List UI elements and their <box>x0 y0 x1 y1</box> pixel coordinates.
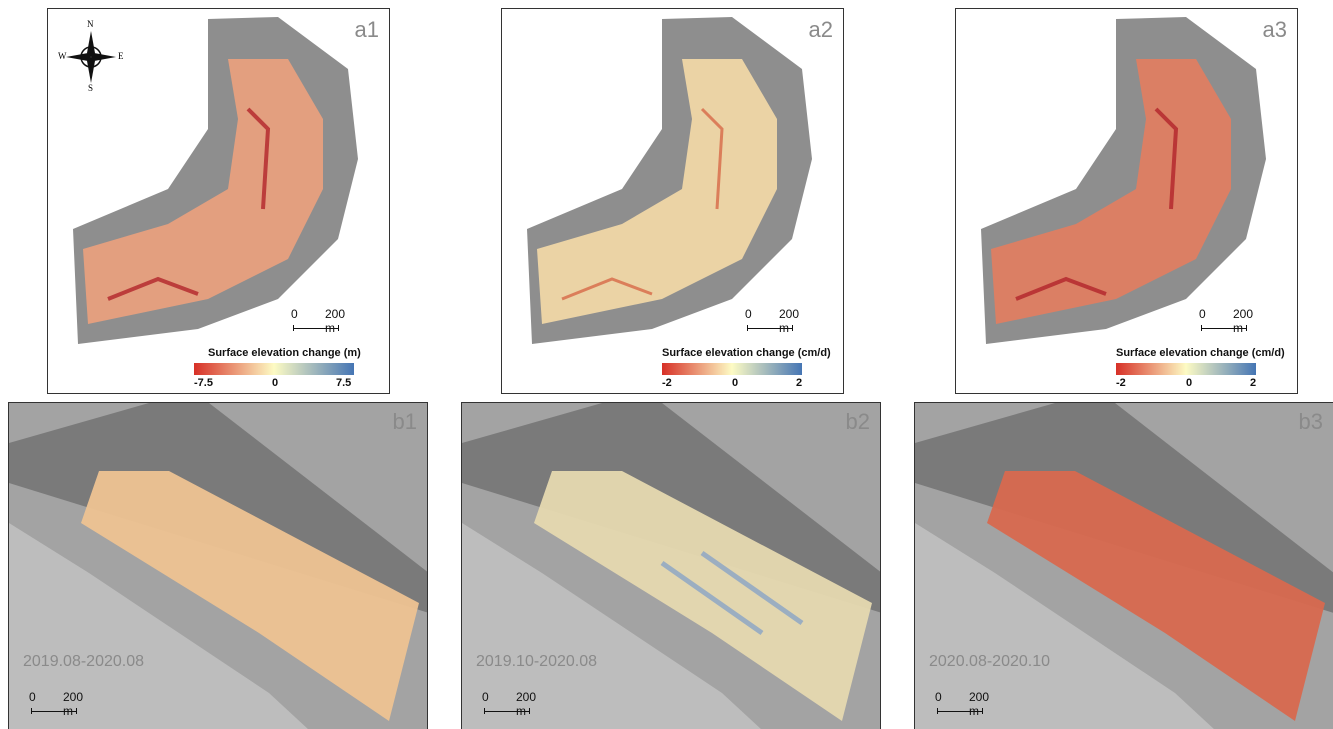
legend-mid: 0 <box>732 377 739 389</box>
panel-a3: a3 0 200 m Surface elevation change (cm/d… <box>955 8 1298 394</box>
hillshade-map-a1 <box>73 17 358 344</box>
legend-min: -2 <box>662 377 672 389</box>
deformation-zone-b3 <box>987 471 1325 721</box>
legend-mid: 0 <box>1186 377 1193 389</box>
panel-label: a2 <box>808 17 833 42</box>
panel-label: b1 <box>392 409 417 434</box>
legend-min: -7.5 <box>194 377 213 389</box>
deformation-zone-b2 <box>534 471 872 721</box>
compass-e: E <box>118 51 124 61</box>
panel-label: b3 <box>1298 409 1323 434</box>
compass-icon <box>66 31 116 83</box>
compass-n: N <box>87 19 94 29</box>
legend-mid: 0 <box>272 377 279 389</box>
compass-s: S <box>88 83 94 93</box>
hillshade-map-a2 <box>527 17 812 344</box>
legend-colorbar <box>194 363 354 375</box>
panel-b3: b3 2020.08-2020.10 0 200 m <box>914 402 1333 729</box>
legend-title: Surface elevation change (cm/d) <box>1116 347 1285 359</box>
legend-colorbar <box>662 363 802 375</box>
panel-label: a3 <box>1262 17 1287 42</box>
legend-max: 2 <box>1250 377 1257 389</box>
date-range-label: 2019.10-2020.08 <box>476 653 597 670</box>
legend-colorbar <box>1116 363 1256 375</box>
panel-a1: N S W E a1 0 200 m Surface elevation chan… <box>47 8 390 394</box>
compass-w: W <box>58 51 67 61</box>
panel-b2: b2 2019.10-2020.08 0 200 m <box>461 402 881 729</box>
date-range-label: 2019.08-2020.08 <box>23 653 144 670</box>
panel-label: a1 <box>354 17 379 42</box>
panel-b1: b1 2019.08-2020.08 0 200 m <box>8 402 428 729</box>
compass-rose: N S W E <box>56 19 126 93</box>
deformation-zone-b1 <box>81 471 419 721</box>
legend-title: Surface elevation change (cm/d) <box>662 347 831 359</box>
panel-a2: a2 0 200 m Surface elevation change (cm/d… <box>501 8 844 394</box>
legend-min: -2 <box>1116 377 1126 389</box>
date-range-label: 2020.08-2020.10 <box>929 653 1050 670</box>
hillshade-map-b1 <box>9 403 427 729</box>
legend-max: 7.5 <box>336 377 352 389</box>
hillshade-map-b3 <box>915 403 1333 729</box>
legend-max: 2 <box>796 377 803 389</box>
panel-label: b2 <box>845 409 870 434</box>
hillshade-map-b2 <box>462 403 880 729</box>
hillshade-map-a3 <box>981 17 1266 344</box>
legend-title: Surface elevation change (m) <box>208 347 361 359</box>
